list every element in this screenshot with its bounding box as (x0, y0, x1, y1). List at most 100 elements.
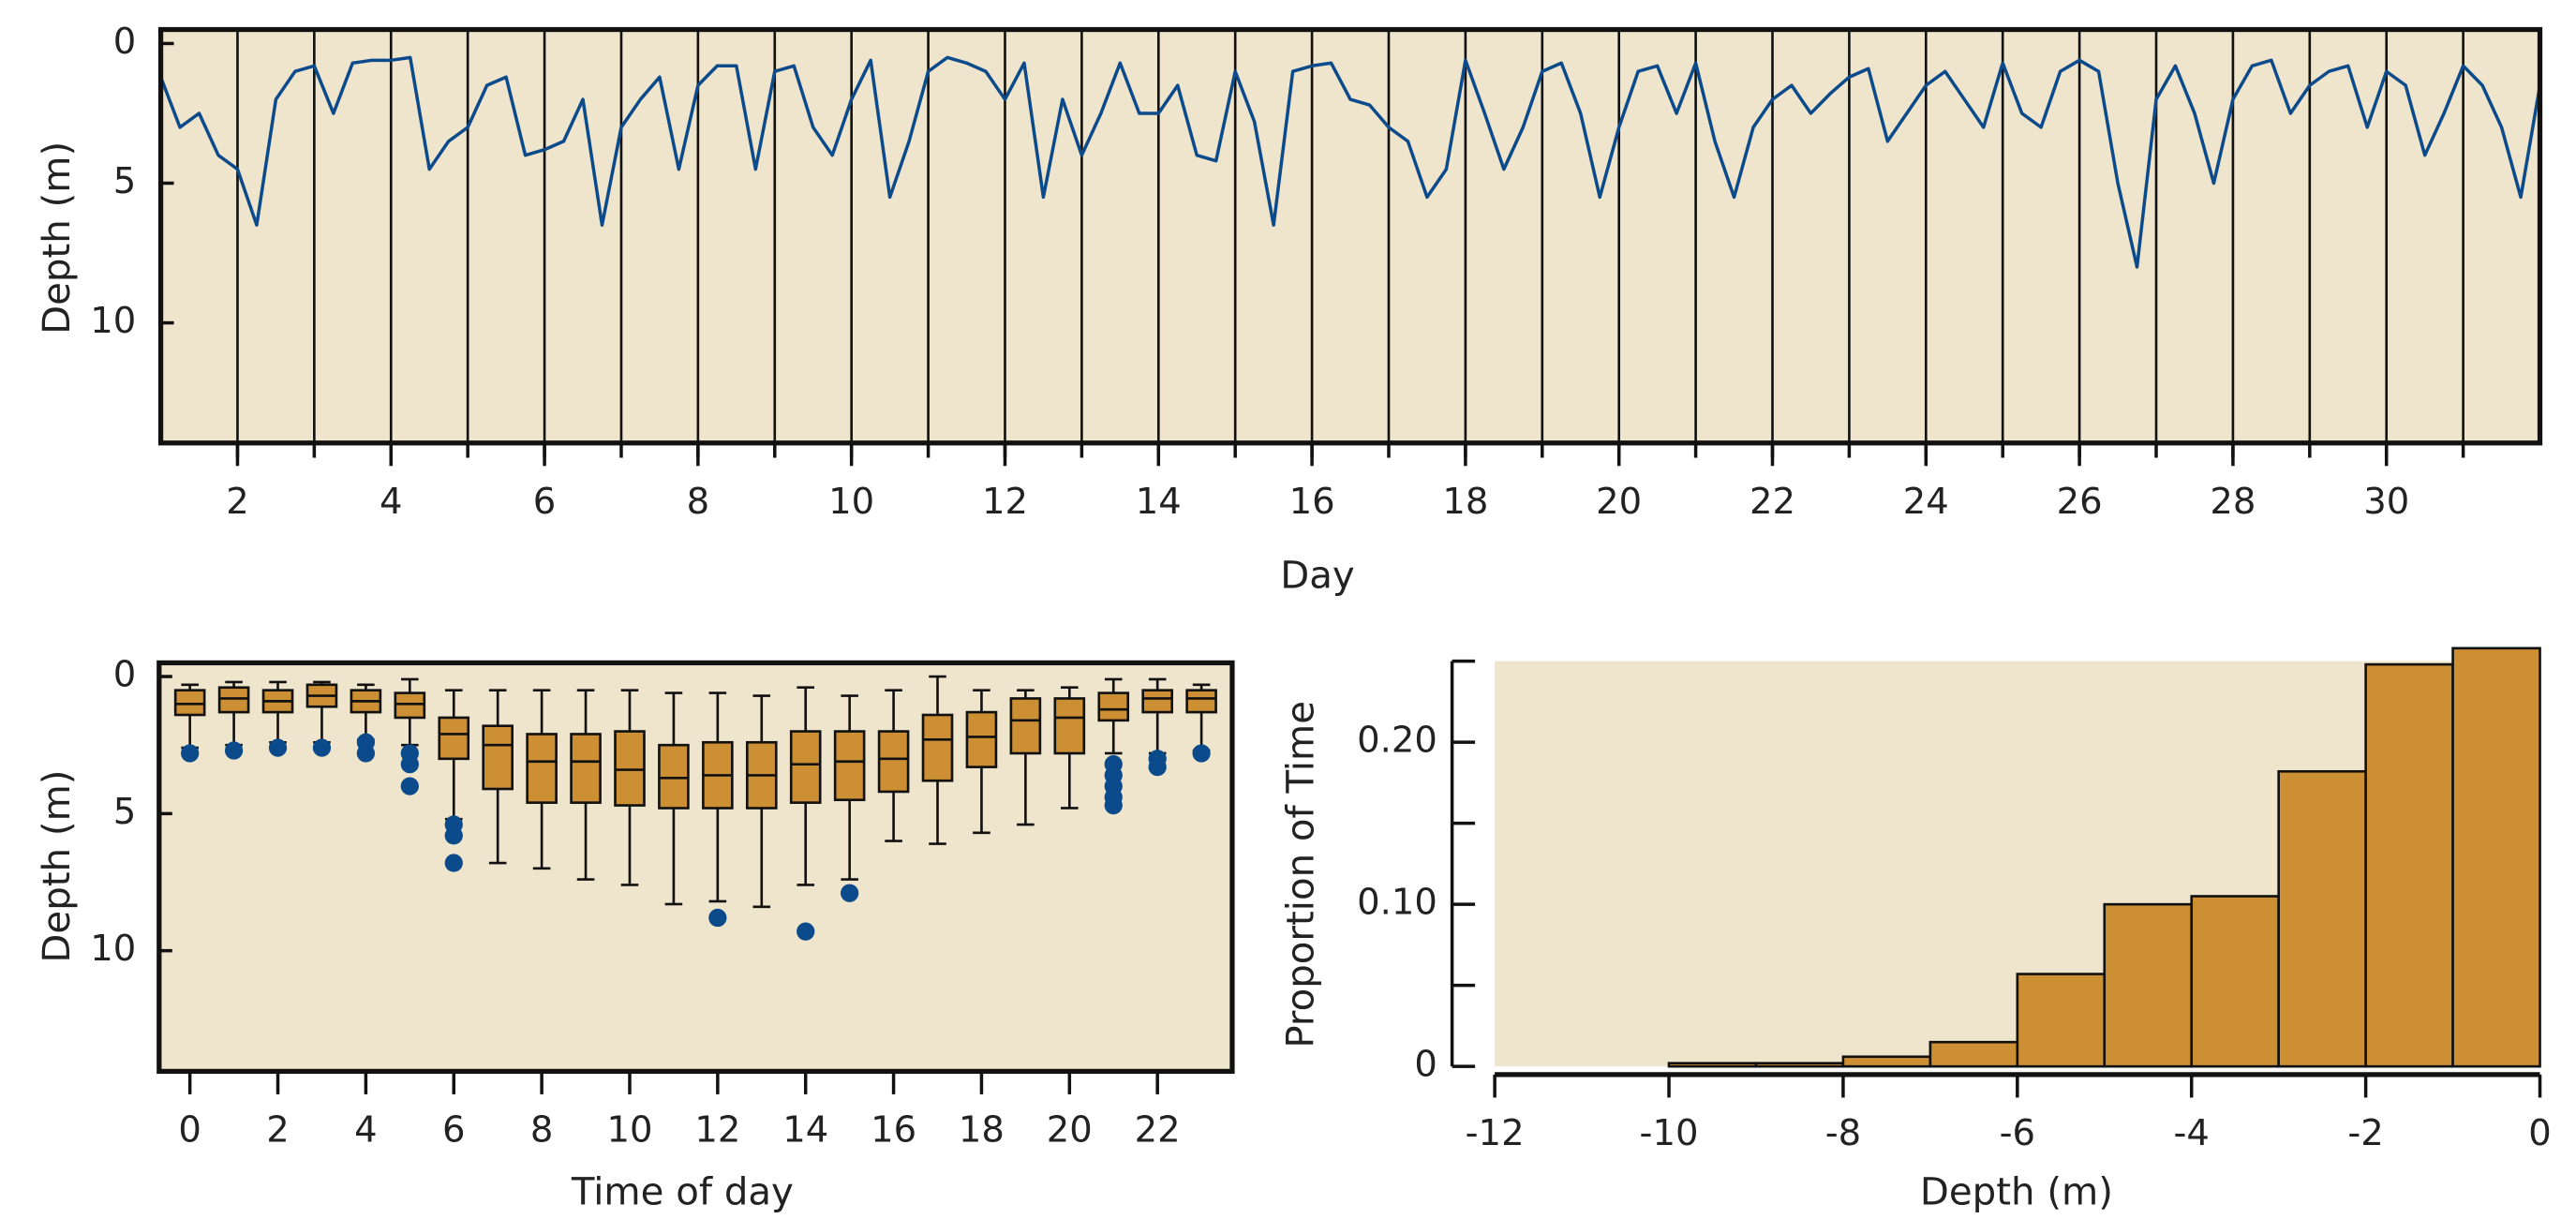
outlier (224, 741, 244, 760)
box (965, 710, 998, 768)
box (1097, 691, 1130, 722)
box (438, 716, 470, 761)
hist-bar (2364, 662, 2454, 1068)
x-tick-label: 0 (178, 1109, 201, 1152)
box (789, 730, 822, 804)
outlier (1104, 795, 1123, 815)
x-tick-label: 8 (687, 481, 710, 523)
x-tick-label: 10 (606, 1109, 652, 1152)
x-tick-label: 10 (828, 481, 874, 523)
box (1009, 697, 1042, 755)
x-tick-label: 20 (1596, 481, 1642, 523)
y-tick-label: 0 (1414, 1044, 1437, 1086)
hist-bar (2103, 902, 2194, 1068)
x-tick-label: 2 (226, 481, 249, 523)
x-tick-label: 14 (782, 1109, 828, 1152)
x-tick-label: 6 (533, 481, 557, 523)
hist-bar (2277, 769, 2367, 1068)
hist-bar (1754, 1062, 1845, 1068)
box (173, 689, 206, 717)
x-tick-label: 20 (1047, 1109, 1093, 1152)
y-tick-label: 0 (113, 654, 137, 696)
y-tick-label: 0.10 (1357, 882, 1437, 924)
y-tick-label: 10 (90, 300, 136, 342)
x-tick-label: 0 (2528, 1112, 2552, 1154)
box (614, 730, 646, 807)
outlier (312, 738, 332, 757)
x-tick-label: 2 (266, 1109, 290, 1152)
x-tick-label: -6 (2000, 1112, 2035, 1154)
outlier (444, 854, 463, 872)
outlier (797, 922, 815, 941)
x-axis-label: Depth (m) (1920, 1171, 2113, 1214)
y-tick-label: 0.20 (1357, 720, 1437, 762)
hist-bar (2016, 973, 2107, 1068)
depth-line (158, 55, 2542, 269)
x-tick-label: 6 (442, 1109, 466, 1152)
x-tick-label: 12 (982, 481, 1028, 523)
x-tick-label: 24 (1903, 481, 1949, 523)
box (217, 686, 250, 714)
outlier (181, 744, 200, 763)
outlier (1148, 757, 1167, 777)
x-tick-label: 16 (871, 1109, 916, 1152)
x-tick-label: 30 (2363, 481, 2409, 523)
outlier (708, 908, 727, 928)
y-axis-label: Proportion of Time (1279, 701, 1322, 1048)
box (394, 691, 426, 720)
box (1141, 689, 1173, 714)
x-tick-label: 8 (530, 1109, 554, 1152)
x-tick-label: 18 (959, 1109, 1005, 1152)
x-tick-label: -4 (2174, 1112, 2210, 1154)
y-tick-label: 5 (113, 160, 137, 202)
outlier (400, 755, 419, 774)
box (658, 743, 690, 810)
box (877, 730, 910, 794)
y-tick-label: 0 (113, 21, 137, 63)
plot-background (158, 662, 1232, 1072)
outlier (268, 738, 288, 757)
box (570, 733, 602, 804)
x-tick-label: 4 (354, 1109, 378, 1152)
hist-bar (1667, 1062, 1758, 1068)
x-tick-label: -8 (1825, 1112, 1861, 1154)
plot-frame (157, 26, 2543, 446)
plot-background (160, 29, 2540, 443)
x-tick-label: 12 (694, 1109, 740, 1152)
box (482, 724, 514, 791)
x-axis-label: Time of day (571, 1171, 794, 1214)
x-tick-label: 22 (1135, 1109, 1181, 1152)
outlier (1192, 744, 1211, 763)
x-tick-label: 26 (2057, 481, 2103, 523)
x-tick-label: 18 (1442, 481, 1488, 523)
y-axis-label: Depth (m) (36, 141, 79, 334)
box (1053, 697, 1086, 755)
x-tick-label: 14 (1136, 481, 1182, 523)
y-tick-label: 10 (90, 928, 136, 970)
plot-frame (156, 660, 1235, 1075)
x-tick-label: -10 (1640, 1112, 1699, 1154)
x-tick-label: 28 (2210, 481, 2256, 523)
outlier (444, 826, 463, 845)
x-tick-label: 16 (1289, 481, 1335, 523)
x-tick-label: -12 (1466, 1112, 1525, 1154)
x-tick-label: 22 (1750, 481, 1795, 523)
hist-bar (1841, 1055, 1932, 1068)
box (921, 713, 954, 782)
hist-bar (1928, 1040, 2019, 1068)
box (833, 730, 866, 802)
x-tick-label: -2 (2347, 1112, 2383, 1154)
hist-bar (2190, 895, 2280, 1068)
x-axis-label: Day (1280, 554, 1355, 597)
box (526, 733, 558, 804)
hist-bar (2451, 647, 2541, 1068)
y-axis-label: Depth (m) (36, 769, 79, 962)
box (1185, 689, 1217, 714)
outlier (400, 777, 419, 795)
outlier (356, 744, 376, 763)
outlier (841, 884, 859, 902)
x-tick-label: 4 (380, 481, 403, 523)
y-tick-label: 5 (113, 791, 137, 833)
